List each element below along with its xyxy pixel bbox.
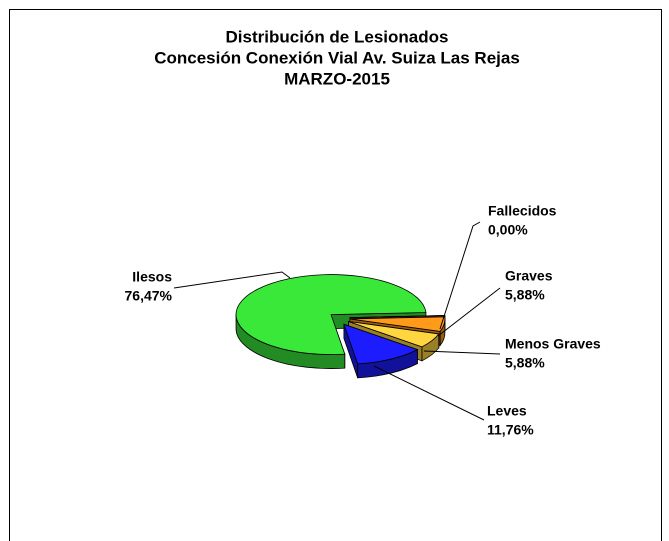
chart-title: Concesión Conexión Vial Av. Suiza Las Re…	[154, 48, 520, 67]
leader-line	[373, 365, 485, 421]
pie-slice	[343, 323, 419, 365]
slice-value-label: 11,76%	[487, 422, 534, 438]
chart-title: Distribución de Lesionados	[226, 27, 449, 46]
slice-label: Fallecidos	[488, 203, 557, 219]
leader-line	[439, 221, 481, 330]
pie-slice	[349, 316, 446, 332]
slice-value-label: 5,88%	[505, 287, 545, 303]
slice-group	[235, 274, 427, 369]
slice-label: Graves	[505, 268, 553, 284]
slice-label: Leves	[487, 403, 527, 419]
slice-value-label: 5,88%	[505, 355, 545, 371]
slice-value-label: 76,47%	[125, 288, 173, 304]
pie-slice	[348, 321, 440, 348]
pie-slice	[235, 274, 427, 355]
pie-slice	[349, 315, 445, 319]
chart-title: MARZO-2015	[284, 69, 390, 88]
leader-line	[173, 271, 291, 289]
slice-value-label: 0,00%	[488, 222, 528, 238]
leader-line	[423, 350, 501, 355]
leader-line	[437, 287, 501, 337]
slice-label: Menos Graves	[505, 336, 601, 352]
slice-group	[343, 323, 419, 379]
slice-label: Ilesos	[132, 269, 172, 285]
